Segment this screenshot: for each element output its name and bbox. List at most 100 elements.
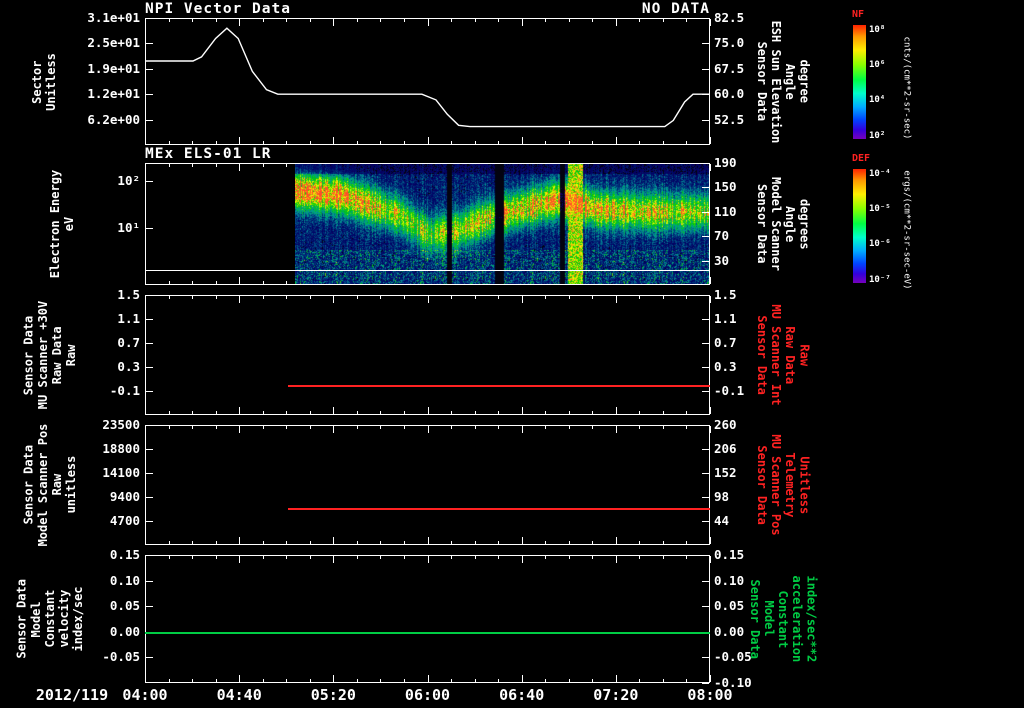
x-tick-minor (686, 541, 688, 544)
x-tick-minor (662, 679, 664, 682)
x-tick-minor (451, 19, 453, 22)
colorbar-nf-unit-label: cnts/(cm**2-sr-sec) (901, 36, 912, 140)
x-tick-major (521, 137, 523, 144)
axis-label-left-mu-scanner-30v: Sensor Data MU Scanner +30V Raw Data Raw (21, 300, 79, 410)
y-tick-label: 206 (714, 440, 737, 456)
x-tick-minor (498, 296, 500, 299)
x-tick-minor (168, 411, 170, 414)
x-tick-minor (568, 556, 570, 559)
x-tick-major (333, 137, 335, 144)
y-tick (702, 211, 709, 213)
y-tick-label: 2.5e+01 (87, 35, 140, 51)
y-tick-label: -0.05 (102, 649, 140, 665)
x-tick-major (239, 407, 241, 414)
x-tick-major (521, 675, 523, 682)
x-tick-minor (192, 426, 194, 429)
x-tick-minor (286, 19, 288, 22)
y-tick-label: 9400 (109, 488, 140, 504)
axis-label-right-els-spectrogram: Sensor Data Model Scanner Angle degrees (754, 177, 812, 271)
x-tick-minor (592, 19, 594, 22)
x-tick-label: 07:20 (593, 686, 639, 704)
x-tick-minor (474, 556, 476, 559)
x-tick-minor (192, 411, 194, 414)
y-tick-label: 110 (714, 203, 737, 219)
y-tick-label: 0.3 (117, 358, 140, 374)
x-tick-major (333, 426, 335, 433)
x-tick-minor (545, 141, 547, 144)
y-tick (702, 657, 709, 659)
y-tick (702, 497, 709, 498)
colorbar-def-gradient (853, 169, 866, 283)
x-tick-minor (403, 679, 405, 682)
x-tick-major (615, 296, 617, 303)
x-tick-major (145, 296, 146, 303)
y-tick (702, 367, 709, 368)
y-tick-label: -0.1 (714, 382, 745, 398)
x-tick-minor (451, 556, 453, 559)
y-tick (146, 657, 153, 659)
y-tick-label: 60.0 (714, 85, 745, 101)
y-tick-label: 23500 (102, 416, 140, 432)
y-tick (702, 18, 709, 19)
y-tick (146, 227, 153, 229)
y-tick-label: 52.5 (714, 111, 745, 127)
y-tick-label: -0.10 (714, 674, 752, 690)
x-tick-minor (356, 541, 358, 544)
x-tick-minor (662, 426, 664, 429)
x-tick-minor (262, 679, 264, 682)
axis-label-left-model-constant-velocity: Sensor Data Model Constant velocity inde… (14, 579, 86, 659)
x-tick-minor (286, 164, 288, 167)
y-tick (702, 119, 709, 121)
x-tick-major (239, 164, 241, 171)
x-tick-major (521, 537, 523, 544)
x-tick-minor (309, 296, 311, 299)
x-tick-minor (451, 679, 453, 682)
y-tick (146, 295, 153, 296)
x-tick-minor (498, 141, 500, 144)
y-tick (146, 119, 153, 121)
x-tick-minor (356, 141, 358, 144)
colorbar-tick-label: 10⁻⁶ (869, 239, 891, 250)
x-tick-minor (592, 141, 594, 144)
x-tick-minor (309, 141, 311, 144)
x-tick-major (710, 407, 711, 414)
x-tick-major (615, 675, 617, 682)
x-tick-major (333, 537, 335, 544)
x-tick-minor (380, 411, 382, 414)
x-tick-major (333, 556, 335, 563)
x-tick-major (427, 426, 429, 433)
y-tick-label: 0.05 (109, 597, 140, 613)
y-tick (702, 43, 709, 45)
y-tick (146, 473, 153, 474)
x-tick-major (427, 296, 429, 303)
colorbar-tick-label: 10⁻⁵ (869, 203, 891, 214)
x-tick-major (239, 675, 241, 682)
x-tick-major (333, 675, 335, 682)
x-tick-major (333, 296, 335, 303)
x-tick-minor (474, 426, 476, 429)
x-tick-minor (356, 296, 358, 299)
x-tick-major (239, 137, 241, 144)
colorbar-tick-label: 10⁶ (869, 59, 886, 70)
x-tick-major (521, 296, 523, 303)
x-tick-minor (286, 556, 288, 559)
x-tick-minor (639, 296, 641, 299)
y-tick (146, 521, 153, 522)
x-tick-minor (568, 141, 570, 144)
x-tick-major (615, 19, 617, 26)
y-tick-label: 82.5 (714, 9, 745, 25)
y-tick-label: 0.3 (714, 358, 737, 374)
x-tick-minor (686, 411, 688, 414)
x-tick-major (521, 426, 523, 433)
x-tick-minor (498, 541, 500, 544)
y-tick (702, 521, 709, 522)
y-tick-label: 44 (714, 512, 730, 528)
y-tick-label: 0.00 (109, 623, 140, 639)
y-tick-label: 30 (714, 252, 730, 268)
x-tick-minor (262, 164, 264, 167)
x-tick-major (710, 164, 711, 171)
x-tick-minor (686, 141, 688, 144)
y-tick (702, 236, 709, 238)
x-tick-minor (286, 141, 288, 144)
